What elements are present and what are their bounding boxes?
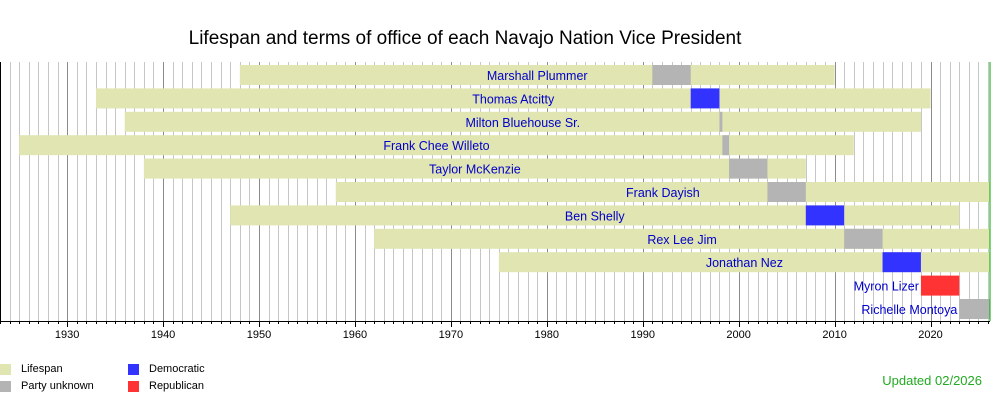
term-bar (652, 65, 691, 85)
person-row: Taylor McKenzie (143, 158, 806, 179)
person-name-label: Milton Bluehouse Sr. (465, 116, 580, 130)
x-axis-ticks: 1930 1940 1950 1960 1970 1980 1990 2000 2010 2020 (0, 321, 989, 341)
person-row: Jonathan Nez (498, 252, 990, 273)
lifespan-bar (230, 205, 960, 226)
x-tick-label: 2010 (822, 329, 846, 341)
person-row: Frank Chee Willeto (19, 135, 854, 156)
term-bar (920, 275, 960, 296)
person-row: Myron Lizer (854, 275, 960, 296)
legend-swatch-lifespan (0, 364, 11, 375)
term-bar (882, 252, 921, 273)
lifespan-bar (19, 135, 854, 156)
term-bar (844, 228, 883, 249)
chart-title: Lifespan and terms of office of each Nav… (188, 28, 742, 49)
x-tick-label: 1930 (55, 329, 79, 341)
person-row: Ben Shelly (230, 205, 960, 226)
lifespan-bar (143, 158, 806, 179)
term-bar (805, 205, 845, 226)
term-bar (959, 299, 990, 319)
x-tick-label: 1980 (535, 329, 559, 341)
x-tick-label: 2020 (918, 329, 942, 341)
person-name-label: Frank Dayish (626, 186, 700, 200)
person-row: Thomas Atcitty (95, 88, 931, 109)
person-rows: Marshall Plummer Thomas Atcitty Milton Blu… (19, 65, 990, 319)
term-bar (690, 88, 720, 109)
legend-label-party-unknown: Party unknown (21, 380, 94, 392)
person-row: Milton Bluehouse Sr. (124, 111, 921, 132)
person-name-label: Taylor McKenzie (429, 163, 521, 177)
x-tick-label: 2000 (726, 329, 750, 341)
legend-swatch-party-unknown (0, 381, 11, 392)
person-name-label: Jonathan Nez (706, 256, 783, 270)
person-row: Rex Lee Jim (374, 228, 990, 249)
legend-label-republican: Republican (149, 380, 205, 392)
term-bar (722, 135, 730, 156)
legend-swatch-republican (128, 381, 139, 392)
term-bar (767, 182, 806, 202)
person-name-label: Ben Shelly (565, 209, 626, 223)
x-tick-label: 1990 (630, 329, 654, 341)
legend-label-democratic: Democratic (149, 363, 205, 375)
term-bar (729, 158, 768, 179)
legend-label-lifespan: Lifespan (21, 363, 63, 375)
lifespan-bar (95, 88, 931, 109)
term-bar (719, 111, 723, 132)
lifespan-bar (374, 228, 990, 249)
x-tick-label: 1940 (151, 329, 175, 341)
x-tick-label: 1970 (439, 329, 463, 341)
x-tick-label: 1950 (247, 329, 271, 341)
lifespan-bar (498, 252, 990, 273)
updated-note: Updated 02/2026 (882, 373, 982, 388)
lifespan-bar (335, 182, 990, 202)
person-name-label: Marshall Plummer (487, 69, 588, 83)
person-name-label: Myron Lizer (854, 280, 919, 294)
person-row: Frank Dayish (335, 182, 990, 202)
x-tick-label: 1960 (343, 329, 367, 341)
person-name-label: Rex Lee Jim (647, 233, 716, 247)
person-row: Marshall Plummer (239, 65, 835, 85)
legend-swatch-democratic (128, 364, 139, 375)
person-row: Richelle Montoya (861, 299, 990, 319)
person-name-label: Thomas Atcitty (472, 92, 555, 106)
person-name-label: Frank Chee Willeto (383, 139, 489, 153)
person-name-label: Richelle Montoya (861, 303, 957, 317)
